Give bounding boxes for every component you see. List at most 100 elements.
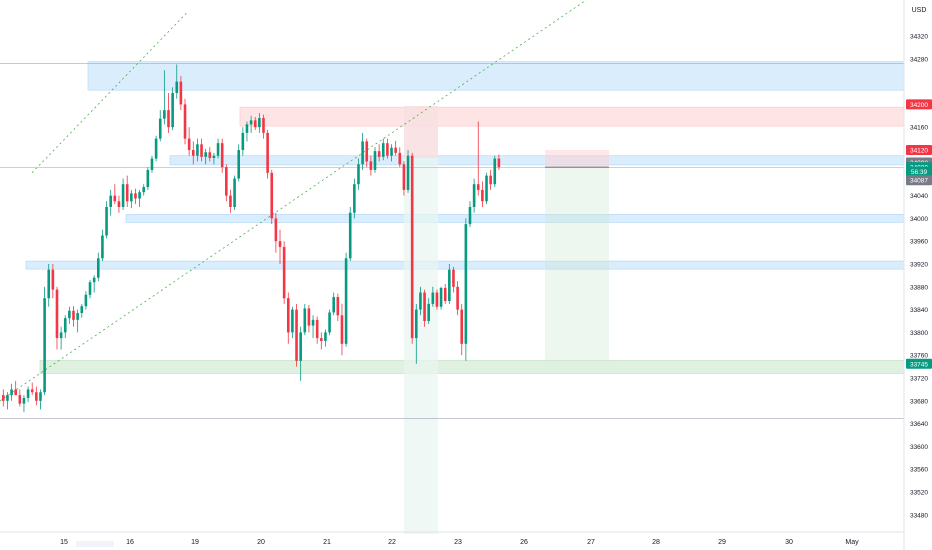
- candle-body: [452, 269, 455, 287]
- time-tick-label: 23: [454, 539, 462, 546]
- candle: [158, 110, 162, 142]
- candle-body: [361, 141, 364, 165]
- candle-body: [130, 193, 133, 202]
- price-tag-bg: [906, 145, 932, 155]
- time-axis[interactable]: 15 16 19 20 21 22 23 26 27 28 29 30 May: [0, 531, 904, 547]
- candle-body: [47, 269, 51, 299]
- price-axis[interactable]: USD 34320 34280 34200 34160 34120 34040 34000 3…: [903, 0, 932, 550]
- candle: [291, 306, 294, 339]
- candle-body: [249, 120, 253, 125]
- candle-body: [270, 172, 274, 219]
- candle-body: [460, 309, 464, 344]
- candle: [10, 383, 13, 401]
- candle-body: [245, 124, 249, 133]
- candle-body: [113, 195, 117, 202]
- time-tick-label: 21: [323, 539, 331, 546]
- candle-body: [390, 147, 393, 156]
- candle: [1, 389, 5, 407]
- candle: [361, 132, 364, 170]
- candle: [121, 178, 125, 210]
- candle-body: [497, 158, 501, 168]
- candle-body: [84, 294, 88, 307]
- candle: [191, 141, 195, 165]
- candle: [452, 266, 455, 293]
- candle-body: [163, 110, 166, 119]
- session-highlight-band: [404, 106, 438, 534]
- candle: [84, 291, 88, 310]
- candle-body: [22, 397, 26, 404]
- time-tick-label: 28: [652, 539, 660, 546]
- candle: [109, 189, 112, 216]
- candle: [196, 138, 199, 162]
- candle: [303, 303, 307, 336]
- candle: [72, 306, 75, 327]
- price-tag-label: 56:39: [911, 169, 928, 176]
- price-tick-label: 33640: [910, 421, 928, 428]
- candle: [80, 303, 84, 318]
- candle-body: [6, 395, 9, 401]
- candle-body: [328, 312, 331, 333]
- candle: [43, 286, 46, 396]
- candle-body: [435, 292, 439, 307]
- candle: [125, 175, 129, 207]
- candle: [249, 115, 253, 133]
- candle: [460, 303, 464, 356]
- candle-body: [348, 212, 352, 259]
- price-tick-label: 34320: [910, 34, 928, 41]
- candle-body: [72, 310, 75, 320]
- price-tick-label: 33880: [910, 284, 928, 291]
- candle-body: [286, 298, 290, 333]
- candle-body: [489, 175, 492, 185]
- price-tick-label: 34040: [910, 193, 928, 200]
- candle-body: [51, 269, 55, 290]
- candle-body: [39, 392, 42, 401]
- price-tick-label: 33600: [910, 444, 928, 451]
- candle-body: [386, 143, 389, 156]
- candle-body: [142, 187, 146, 193]
- candle: [142, 184, 146, 196]
- candle: [253, 116, 257, 131]
- candle-body: [88, 282, 92, 295]
- time-tick-label: 22: [388, 539, 396, 546]
- candle: [365, 138, 369, 168]
- candle: [419, 286, 422, 316]
- candle-body: [344, 258, 348, 344]
- candle-body: [92, 277, 96, 283]
- candle-body: [212, 155, 216, 158]
- candle-body: [282, 246, 286, 299]
- candle-body: [315, 319, 319, 339]
- candle: [439, 286, 443, 310]
- candle-body: [10, 389, 13, 396]
- candle-body: [14, 389, 17, 396]
- time-axis-highlight: [76, 541, 114, 547]
- time-tick-label: 16: [126, 539, 134, 546]
- candle: [262, 114, 265, 139]
- candle-body: [340, 315, 344, 344]
- price-tick-label: 33480: [910, 512, 928, 519]
- candle-body: [278, 241, 282, 247]
- candle-body: [43, 298, 46, 393]
- candle: [431, 286, 435, 307]
- candle: [220, 138, 224, 173]
- price-tag-label: 33745: [910, 361, 928, 368]
- candle-body: [443, 287, 447, 302]
- price-tick-label: 33960: [910, 239, 928, 246]
- candle: [485, 172, 488, 205]
- candle: [406, 150, 410, 193]
- candle: [212, 152, 216, 165]
- candle: [88, 279, 92, 299]
- candle: [167, 93, 170, 133]
- trendline: [31, 12, 187, 174]
- candle-body: [30, 389, 34, 393]
- candle-body: [320, 338, 323, 341]
- candle-body: [377, 151, 381, 157]
- levels-layer: [0, 63, 904, 419]
- candle: [336, 293, 340, 321]
- candle-body: [402, 164, 406, 190]
- session-highlight-top: [404, 106, 438, 158]
- candle-body: [373, 151, 377, 170]
- candle-body: [18, 395, 22, 404]
- zone-demand: [39, 359, 905, 374]
- candle: [489, 169, 492, 190]
- candle: [315, 316, 319, 344]
